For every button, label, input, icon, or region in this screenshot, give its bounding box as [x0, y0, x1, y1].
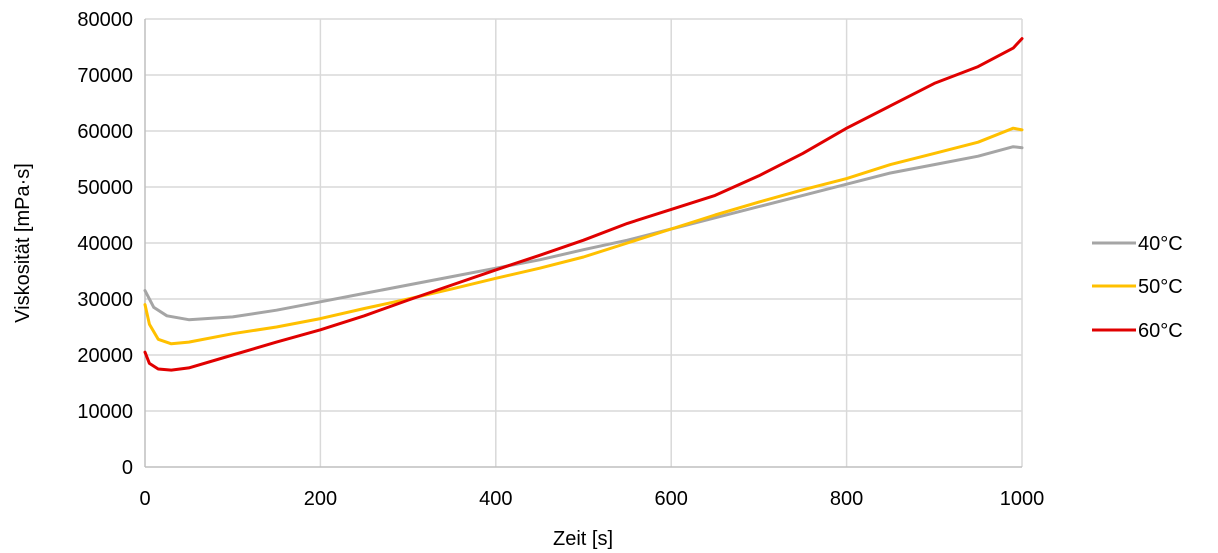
y-tick-label: 30000	[77, 289, 133, 311]
x-axis-label: Zeit [s]	[553, 528, 613, 550]
x-tick-labels: 0 200 400 600 800 1000	[139, 488, 1044, 510]
legend-label: 50°C	[1138, 276, 1183, 298]
x-tick-label: 0	[139, 488, 150, 510]
series-line-50c	[143, 126, 1024, 346]
x-tick-label: 800	[830, 488, 863, 510]
y-tick-label: 50000	[77, 177, 133, 199]
y-axis-label: Viskosität [mPa·s]	[12, 163, 34, 323]
y-tick-label: 60000	[77, 121, 133, 143]
legend-label: 40°C	[1138, 233, 1183, 255]
y-tick-label: 80000	[77, 9, 133, 31]
legend-label: 60°C	[1138, 320, 1183, 342]
gridlines	[145, 18, 1023, 467]
series-line-40c	[143, 145, 1024, 322]
legend: 40°C 50°C 60°C	[1092, 233, 1183, 342]
y-tick-labels: 0 10000 20000 30000 40000 50000 60000 70000 8000…	[77, 9, 133, 479]
series-line-60c	[143, 37, 1024, 372]
series-lines	[143, 37, 1024, 372]
x-tick-label: 600	[655, 488, 688, 510]
y-tick-label: 0	[122, 457, 133, 479]
x-tick-label: 1000	[1000, 488, 1045, 510]
x-tick-label: 200	[304, 488, 337, 510]
x-tick-label: 400	[479, 488, 512, 510]
y-tick-label: 20000	[77, 345, 133, 367]
axes	[144, 19, 1022, 468]
y-tick-label: 10000	[77, 401, 133, 423]
y-tick-label: 70000	[77, 65, 133, 87]
y-tick-label: 40000	[77, 233, 133, 255]
